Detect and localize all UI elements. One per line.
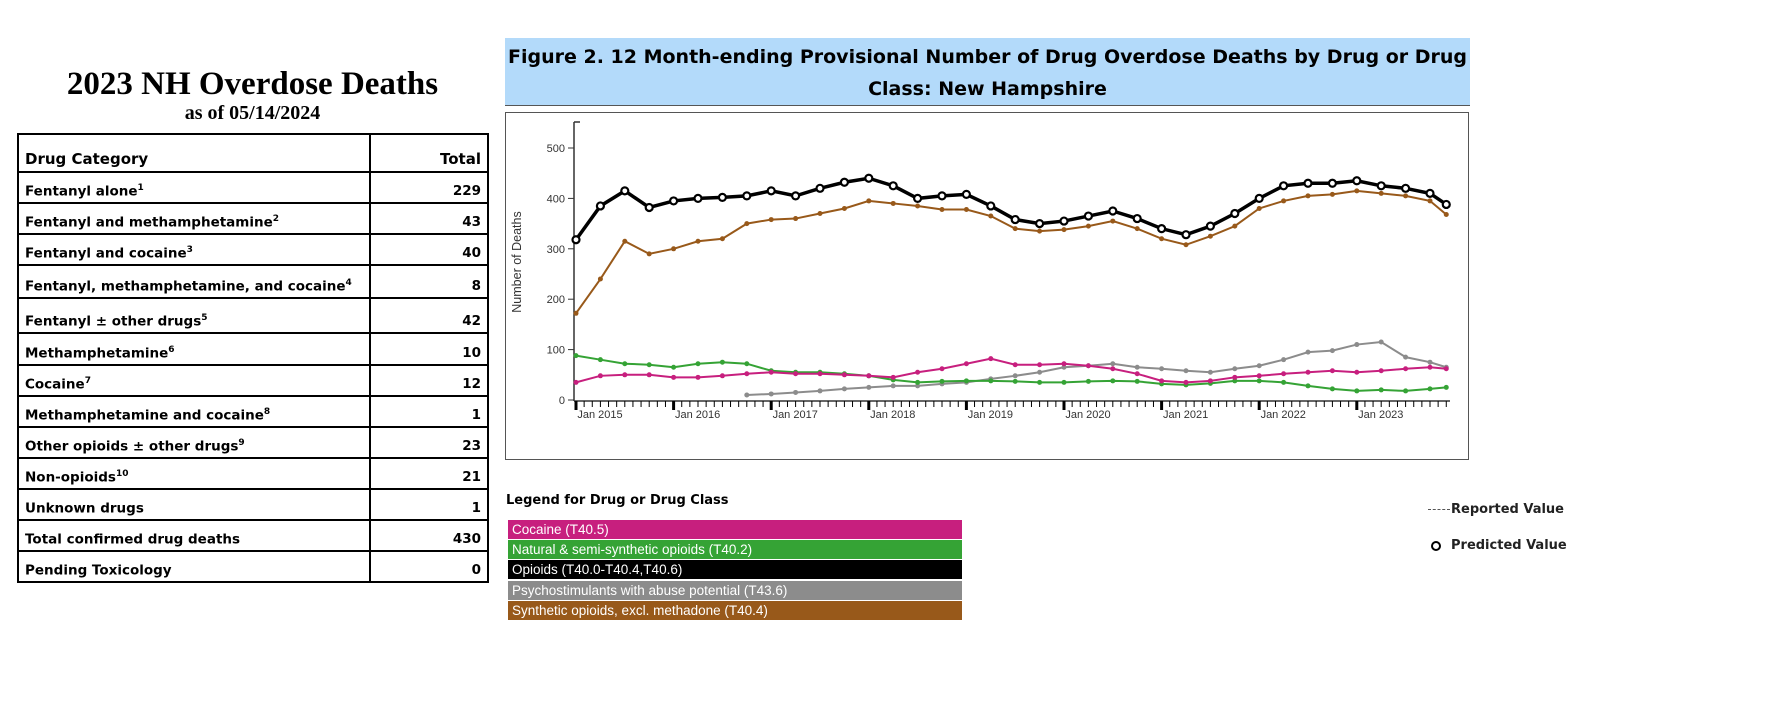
table-row: Fentanyl and cocaine3 40 — [17, 233, 489, 266]
footnote-marker: 9 — [238, 437, 245, 448]
drug-category-cell: Methamphetamine6 — [17, 332, 371, 366]
table-row: Fentanyl, methamphetamine, and cocaine4 8 — [17, 264, 489, 299]
drug-category-cell: Pending Toxicology — [17, 550, 371, 583]
drug-category-cell: Non-opioids10 — [17, 457, 371, 490]
drug-category-cell: Unknown drugs — [17, 488, 371, 521]
drug-category-label: Fentanyl, methamphetamine, and cocaine — [25, 278, 346, 294]
drug-category-cell: Other opioids ± other drugs9 — [17, 426, 371, 459]
table-row: Total confirmed drug deaths 430 — [17, 519, 489, 552]
chart-frame — [505, 112, 1469, 460]
total-cell: 8 — [369, 264, 489, 299]
footnote-marker: 8 — [263, 406, 271, 417]
legend-item[interactable]: Synthetic opioids, excl. methadone (T40.… — [508, 600, 962, 620]
table-title: 2023 NH Overdose Deaths — [66, 66, 439, 102]
table-row: Non-opioids10 21 — [17, 457, 489, 490]
footnote-marker: 2 — [272, 213, 280, 224]
total-cell: 43 — [369, 202, 489, 235]
footnote-marker: 10 — [115, 468, 129, 479]
total-cell: 430 — [369, 519, 489, 552]
table-row: Methamphetamine and cocaine8 1 — [17, 395, 489, 428]
total-cell: 42 — [369, 297, 489, 334]
footnote-marker: 1 — [137, 182, 144, 193]
reported-value-label: Reported Value — [1451, 502, 1564, 517]
predicted-value-label: Predicted Value — [1451, 538, 1567, 553]
table-row: Other opioids ± other drugs9 23 — [17, 426, 489, 459]
drug-category-cell: Cocaine7 — [17, 364, 371, 397]
header-drug-category: Drug Category — [17, 133, 371, 173]
total-cell: 10 — [369, 332, 489, 366]
drug-category-cell: Fentanyl, methamphetamine, and cocaine4 — [17, 264, 371, 299]
header-total: Total — [369, 133, 489, 173]
drug-category-label: Methamphetamine and cocaine — [25, 407, 264, 423]
footnote-marker: 7 — [84, 375, 91, 386]
overdose-table: Drug Category Total Fentanyl alone1 229 Fe… — [17, 133, 489, 583]
drug-category-cell: Fentanyl and methamphetamine2 — [17, 202, 371, 235]
table-row: Fentanyl ± other drugs5 42 — [17, 297, 489, 334]
footnote-marker: 5 — [201, 312, 208, 323]
reported-value-dash-icon — [1428, 509, 1450, 510]
legend-title: Legend for Drug or Drug Class — [506, 493, 729, 508]
drug-category-label: Fentanyl and methamphetamine — [25, 214, 273, 230]
figure-title: Figure 2. 12 Month-ending Provisional Nu… — [505, 38, 1470, 106]
footnote-marker: 4 — [345, 277, 352, 288]
legend-item[interactable]: Opioids (T40.0-T40.4,T40.6) — [508, 560, 962, 580]
total-cell: 12 — [369, 364, 489, 397]
table-row: Fentanyl alone1 229 — [17, 171, 489, 204]
total-cell: 21 — [369, 457, 489, 490]
total-cell: 1 — [369, 488, 489, 521]
table-row: Methamphetamine6 10 — [17, 332, 489, 366]
drug-category-label: Cocaine — [25, 376, 85, 392]
total-cell: 23 — [369, 426, 489, 459]
footnote-marker: 6 — [168, 344, 175, 355]
drug-category-cell: Fentanyl ± other drugs5 — [17, 297, 371, 334]
legend-item[interactable]: Natural & semi-synthetic opioids (T40.2) — [508, 540, 962, 560]
drug-category-label: Methamphetamine — [25, 345, 169, 361]
drug-category-label: Total confirmed drug deaths — [25, 531, 241, 547]
total-cell: 229 — [369, 171, 489, 204]
table-row: Pending Toxicology 0 — [17, 550, 489, 583]
drug-category-label: Unknown drugs — [25, 500, 144, 516]
drug-category-cell: Total confirmed drug deaths — [17, 519, 371, 552]
drug-category-label: Pending Toxicology — [25, 562, 172, 578]
drug-category-cell: Fentanyl and cocaine3 — [17, 233, 371, 266]
drug-category-label: Fentanyl ± other drugs — [25, 313, 202, 329]
drug-category-cell: Fentanyl alone1 — [17, 171, 371, 204]
table-header-row: Drug Category Total — [17, 133, 489, 173]
drug-category-label: Fentanyl and cocaine — [25, 245, 187, 261]
legend-item[interactable]: Psychostimulants with abuse potential (T… — [508, 580, 962, 600]
table-row: Fentanyl and methamphetamine2 43 — [17, 202, 489, 235]
table-row: Cocaine7 12 — [17, 364, 489, 397]
table-row: Unknown drugs 1 — [17, 488, 489, 521]
total-cell: 1 — [369, 395, 489, 428]
drug-category-label: Fentanyl alone — [25, 183, 138, 199]
legend-item[interactable]: Cocaine (T40.5) — [508, 520, 962, 539]
total-cell: 0 — [369, 550, 489, 583]
table-subtitle: as of 05/14/2024 — [184, 102, 321, 124]
drug-category-cell: Methamphetamine and cocaine8 — [17, 395, 371, 428]
predicted-value-circle-icon — [1431, 541, 1441, 551]
drug-category-label: Non-opioids — [25, 469, 116, 485]
total-cell: 40 — [369, 233, 489, 266]
footnote-marker: 3 — [186, 244, 193, 255]
drug-category-label: Other opioids ± other drugs — [25, 438, 239, 454]
